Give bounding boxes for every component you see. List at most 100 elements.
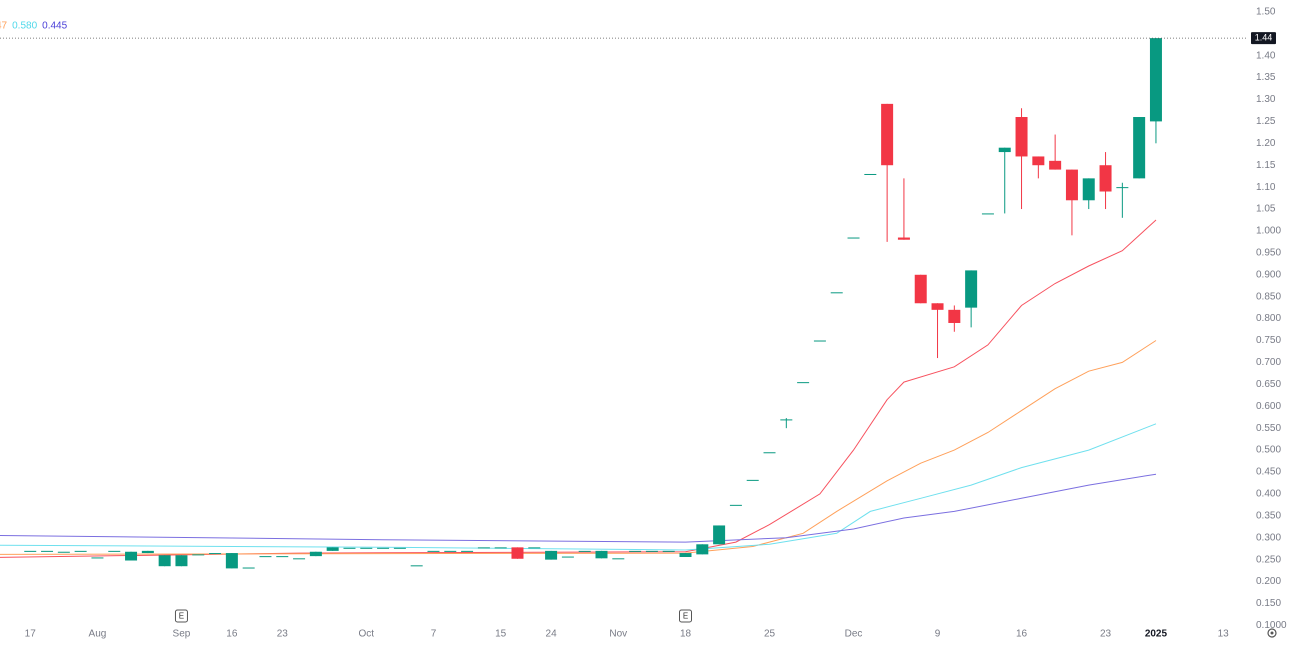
y-tick-label: 0.950	[1256, 248, 1281, 259]
event-label: E	[683, 612, 688, 621]
y-tick-label: 0.300	[1256, 532, 1281, 543]
y-tick-label: 0.800	[1256, 313, 1281, 324]
y-tick-label: 0.750	[1256, 335, 1281, 346]
candle-body	[897, 237, 910, 240]
candle-body	[1082, 178, 1095, 201]
x-tick-label: Aug	[89, 629, 107, 640]
candle-body	[158, 555, 171, 567]
candle-body	[914, 274, 927, 304]
candle-body	[965, 270, 978, 308]
candle-body	[377, 547, 390, 549]
candle-body	[612, 558, 625, 560]
x-tick-label: 16	[1016, 629, 1028, 640]
candle-body	[1133, 117, 1146, 179]
candle-body	[931, 303, 944, 310]
candle-body	[629, 550, 642, 552]
candle-body	[192, 554, 205, 556]
candle-body	[511, 547, 524, 559]
y-tick-label: 0.550	[1256, 423, 1281, 434]
candle-body	[494, 547, 507, 549]
settings-icon[interactable]	[1267, 628, 1277, 638]
candle-body	[360, 547, 373, 549]
candle-body	[948, 309, 961, 323]
y-tick-label: 0.650	[1256, 379, 1281, 390]
candle-body	[57, 551, 70, 553]
candle-body	[1049, 160, 1062, 170]
moving-average-line	[0, 340, 1157, 555]
candle-body	[578, 550, 591, 552]
candle-body	[461, 550, 474, 552]
y-tick-label: 0.150	[1256, 598, 1281, 609]
candle-body	[477, 547, 490, 549]
y-tick-label: 0.600	[1256, 401, 1281, 412]
x-tick-label: 23	[1100, 629, 1112, 640]
event-badge	[679, 609, 693, 623]
y-tick-label: 1.05	[1256, 204, 1276, 215]
y-tick-label: 0.500	[1256, 445, 1281, 456]
x-tick-label: Oct	[358, 629, 374, 640]
status-value: 47	[0, 21, 8, 32]
candle-body	[242, 567, 255, 569]
candle-body	[780, 419, 793, 421]
candle-body	[41, 550, 54, 552]
candle-body	[91, 557, 104, 559]
candle-body	[1015, 117, 1028, 157]
candle-body	[393, 547, 406, 549]
candle-body	[125, 551, 138, 561]
y-tick-label: 0.250	[1256, 554, 1281, 565]
candle-body	[746, 479, 759, 481]
candle-body	[444, 550, 457, 552]
y-tick-label: 0.200	[1256, 576, 1281, 587]
candle-body	[713, 525, 726, 545]
candle-body	[729, 504, 742, 506]
y-tick-label: 0.850	[1256, 291, 1281, 302]
candle-body	[225, 553, 238, 569]
y-tick-label: 1.40	[1256, 50, 1276, 61]
x-tick-label: 15	[495, 629, 507, 640]
candle-body	[763, 452, 776, 454]
x-tick-label: 25	[764, 629, 776, 640]
candle-body	[595, 550, 608, 559]
y-tick-label: 1.50	[1256, 6, 1276, 17]
candle-body	[175, 555, 188, 567]
y-tick-label: 1.000	[1256, 226, 1281, 237]
candle-body	[276, 556, 289, 558]
y-tick-label: 0.450	[1256, 467, 1281, 478]
y-tick-label: 1.10	[1256, 182, 1276, 193]
candle-body	[326, 547, 339, 551]
event-label: E	[179, 612, 184, 621]
candle-body	[545, 550, 558, 560]
y-tick-label: 1.25	[1256, 116, 1276, 127]
candle-body	[74, 550, 87, 552]
x-tick-label: 2025	[1145, 629, 1168, 640]
y-tick-label: 1.20	[1256, 138, 1276, 149]
candle-body	[881, 103, 894, 166]
candle-body	[141, 550, 154, 554]
candle-body	[998, 147, 1011, 153]
candle-body	[1065, 169, 1078, 201]
candle-body	[696, 544, 709, 555]
candle-body	[662, 550, 675, 552]
x-tick-label: Nov	[609, 629, 627, 640]
candle-body	[209, 553, 222, 555]
candle-body	[561, 556, 574, 558]
x-tick-label: 7	[431, 629, 437, 640]
candle-body	[410, 565, 423, 567]
x-tick-label: Sep	[173, 629, 191, 640]
candle-body	[864, 173, 877, 175]
candle-body	[528, 547, 541, 549]
moving-average-line	[0, 219, 1157, 558]
x-tick-label: 18	[680, 629, 692, 640]
last-price-badge	[1251, 32, 1276, 45]
y-tick-label: 0.1000	[1256, 620, 1287, 631]
y-tick-label: 0.700	[1256, 357, 1281, 368]
candle-body	[259, 556, 272, 558]
y-tick-label: 1.35	[1256, 72, 1276, 83]
x-tick-label: 17	[25, 629, 37, 640]
moving-average-line	[0, 423, 1157, 551]
y-tick-label: 0.400	[1256, 489, 1281, 500]
y-tick-label: 1.30	[1256, 94, 1276, 105]
y-tick-label: 1.15	[1256, 160, 1276, 171]
moving-average-line	[0, 473, 1157, 543]
